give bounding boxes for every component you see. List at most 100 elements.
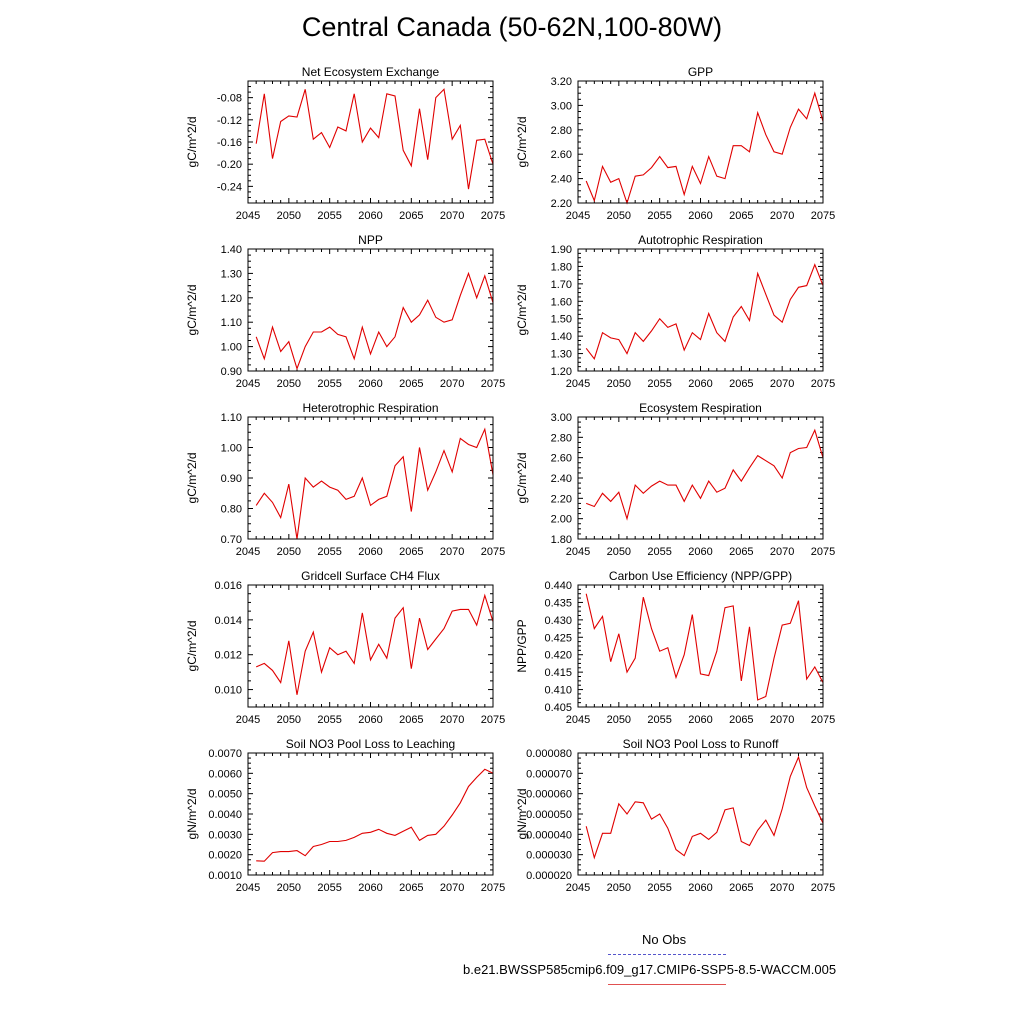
chart-title: Soil NO3 Pool Loss to Runoff	[623, 737, 780, 751]
y-tick-label: 0.000040	[526, 829, 572, 841]
x-tick-label: 2075	[811, 546, 835, 558]
x-tick-label: 2075	[811, 210, 835, 222]
x-tick-label: 2055	[317, 378, 341, 390]
series-line	[255, 593, 494, 695]
x-tick-label: 2075	[481, 546, 505, 558]
chart-title: GPP	[688, 65, 713, 79]
plot-frame	[247, 584, 494, 708]
x-tick-label: 2070	[440, 378, 464, 390]
series-line	[585, 263, 824, 360]
x-tick-label: 2070	[770, 210, 794, 222]
x-tick-label: 2050	[607, 714, 631, 726]
chart-title: Heterotrophic Respiration	[302, 401, 438, 415]
x-tick-label: 2055	[647, 378, 671, 390]
y-tick-label: 2.80	[551, 125, 572, 137]
legend-case-line	[608, 984, 726, 985]
x-tick-label: 2060	[688, 882, 712, 894]
y-tick-label: 2.20	[551, 493, 572, 505]
y-tick-label: 3.00	[551, 100, 572, 112]
x-tick-label: 2060	[688, 378, 712, 390]
y-tick-label: 0.425	[544, 632, 572, 644]
y-tick-label: 1.80	[551, 261, 572, 273]
y-tick-label: 0.016	[214, 580, 242, 592]
page-title: Central Canada (50-62N,100-80W)	[301, 12, 723, 42]
y-tick-label: 0.90	[221, 366, 242, 378]
x-tick-label: 2065	[399, 882, 423, 894]
series-line	[255, 88, 494, 190]
chart-panel-5: Heterotrophic Respiration gC/m^2/d 2045 205…	[185, 401, 505, 558]
x-tick-label: 2060	[358, 714, 382, 726]
y-tick-label: 1.30	[551, 349, 572, 361]
x-tick-label: 2045	[566, 882, 590, 894]
x-tick-label: 2050	[607, 546, 631, 558]
x-tick-label: 2055	[647, 882, 671, 894]
chart-title: Carbon Use Efficiency (NPP/GPP)	[609, 569, 792, 583]
y-tick-label: 0.415	[544, 667, 572, 679]
chart-title: NPP	[358, 233, 383, 247]
legend-obs-line	[608, 954, 726, 955]
series-line	[585, 755, 824, 860]
x-tick-label: 2050	[277, 378, 301, 390]
x-tick-label: 2060	[688, 714, 712, 726]
y-tick-label: 2.40	[551, 473, 572, 485]
x-tick-label: 2065	[399, 210, 423, 222]
x-tick-label: 2045	[236, 882, 260, 894]
x-tick-label: 2045	[236, 210, 260, 222]
x-tick-label: 2065	[399, 546, 423, 558]
y-axis-label: gC/m^2/d	[515, 453, 529, 504]
plot-frame	[247, 752, 494, 876]
y-axis-label: gN/m^2/d	[185, 789, 199, 840]
chart-panel-2: GPP gC/m^2/d 2045 2050 2055 2060 2065 2070 2075 2…	[515, 65, 835, 222]
y-tick-label: -0.20	[217, 159, 242, 171]
x-tick-label: 2050	[277, 546, 301, 558]
series-line	[585, 91, 824, 205]
x-tick-label: 2050	[607, 882, 631, 894]
x-tick-label: 2070	[440, 210, 464, 222]
y-tick-label: 1.40	[221, 244, 242, 256]
y-tick-label: 2.80	[551, 432, 572, 444]
y-tick-label: 0.000050	[526, 809, 572, 821]
y-tick-label: 0.0070	[208, 748, 242, 760]
y-tick-label: 0.010	[214, 685, 242, 697]
y-tick-label: 1.20	[551, 366, 572, 378]
x-tick-label: 2050	[607, 210, 631, 222]
chart-title: Ecosystem Respiration	[639, 401, 762, 415]
chart-panel-6: Ecosystem Respiration gC/m^2/d 2045 2050 205…	[515, 401, 835, 558]
chart-title: Autotrophic Respiration	[638, 233, 763, 247]
y-tick-label: 0.000070	[526, 768, 572, 780]
x-tick-label: 2055	[647, 546, 671, 558]
chart-title: Soil NO3 Pool Loss to Leaching	[286, 737, 455, 751]
y-axis-label: gC/m^2/d	[515, 285, 529, 336]
series-line	[255, 271, 494, 371]
y-tick-label: 1.30	[221, 268, 242, 280]
chart-title: Net Ecosystem Exchange	[302, 65, 440, 79]
y-axis-label: gN/m^2/d	[515, 789, 529, 840]
chart-panel-7: Gridcell Surface CH4 Flux gC/m^2/d 2045 205…	[185, 569, 505, 726]
y-tick-label: 0.70	[221, 534, 242, 546]
x-tick-label: 2060	[358, 882, 382, 894]
y-tick-label: 0.0010	[208, 870, 242, 882]
x-tick-label: 2055	[317, 714, 341, 726]
legend-case-label: b.e21.BWSSP585cmip6.f09_g17.CMIP6-SSP5-8…	[463, 962, 837, 977]
x-tick-label: 2075	[811, 714, 835, 726]
y-tick-label: 0.000080	[526, 748, 572, 760]
x-tick-label: 2055	[317, 882, 341, 894]
y-axis-label: gC/m^2/d	[185, 453, 199, 504]
x-tick-label: 2045	[236, 714, 260, 726]
x-tick-label: 2055	[647, 714, 671, 726]
chart-panel-10: Soil NO3 Pool Loss to Runoff gN/m^2/d 2045…	[515, 737, 835, 894]
legend-obs-label: No Obs	[642, 932, 687, 947]
y-tick-label: 0.0060	[208, 768, 242, 780]
y-tick-label: 2.40	[551, 174, 572, 186]
x-tick-label: 2070	[440, 882, 464, 894]
x-tick-label: 2045	[566, 546, 590, 558]
y-tick-label: 1.70	[551, 279, 572, 291]
y-tick-label: 2.60	[551, 453, 572, 465]
x-tick-label: 2065	[729, 882, 753, 894]
plot-frame	[247, 248, 494, 372]
y-tick-label: 0.000020	[526, 870, 572, 882]
chart-title: Gridcell Surface CH4 Flux	[301, 569, 440, 583]
y-tick-label: 1.40	[551, 331, 572, 343]
y-tick-label: 3.20	[551, 76, 572, 88]
